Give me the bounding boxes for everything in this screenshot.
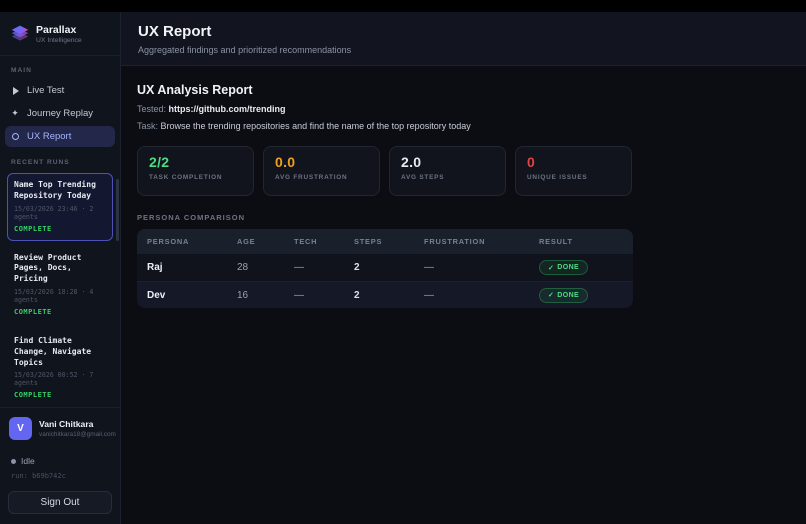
column-header: STEPS [354, 237, 383, 246]
cell-steps: 2 [354, 262, 360, 273]
stat-value: 0 [527, 154, 536, 170]
status-line: Idle [11, 456, 109, 466]
user-email: vanichitkara18@gmail.com [39, 431, 116, 438]
stat-label: AVG FRUSTRATION [275, 174, 348, 181]
sidebar-item-label: Live Test [27, 85, 65, 96]
task-line: Task: Browse the trending repositories a… [137, 121, 633, 131]
main-area: UX Report Aggregated findings and priori… [121, 12, 806, 524]
persona-comparison-table: PERSONA AGE TECH STEPS FRUSTRATION RESUL… [137, 229, 633, 308]
stat-avg-steps: 2.0 AVG STEPS [389, 146, 506, 196]
report-content: UX Analysis Report Tested: https://githu… [121, 66, 649, 325]
table-row: Dev 16 — 2 — ✓ DONE [137, 281, 633, 308]
runs-scrollbar[interactable] [116, 179, 119, 241]
user-info: Vani Chitkara vanichitkara18@gmail.com [39, 419, 116, 438]
recent-runs-list: Name Top Trending Repository Today 15/03… [0, 171, 120, 407]
done-badge: ✓ DONE [539, 260, 589, 275]
check-icon: ✓ [548, 292, 555, 299]
check-icon: ✓ [548, 264, 555, 272]
ring-icon [12, 133, 19, 140]
table-row: Raj 28 — 2 — ✓ DONE [137, 254, 633, 281]
run-status: COMPLETE [14, 224, 52, 233]
stats-row: 2/2 TASK COMPLETION 0.0 AVG FRUSTRATION … [137, 146, 633, 196]
persona-comparison-label: PERSONA COMPARISON [137, 213, 246, 222]
avatar: V [9, 417, 32, 440]
run-item[interactable]: Review Product Pages, Docs, Pricing 15/0… [7, 246, 113, 324]
cell-tech: — [294, 289, 304, 301]
tested-line: Tested: https://github.com/trending [137, 104, 633, 114]
sidebar-item-live-test[interactable]: Live Test [5, 80, 115, 101]
stat-value: 0.0 [275, 154, 296, 170]
brand: Parallax UX Intelligence [0, 12, 120, 56]
run-meta: 15/03/2026 18:28 · 4 agents [14, 287, 94, 304]
sidebar-section-recent-runs: RECENT RUNS [11, 159, 70, 166]
column-header: RESULT [539, 237, 573, 246]
tested-label: Tested: [137, 104, 167, 114]
run-title: Name Top Trending Repository Today [14, 180, 96, 200]
page-subtitle: Aggregated findings and prioritized reco… [138, 45, 352, 55]
report-title: UX Analysis Report [137, 83, 253, 97]
column-header: AGE [237, 237, 256, 246]
run-item[interactable]: Name Top Trending Repository Today 15/03… [7, 173, 113, 241]
run-status: COMPLETE [14, 307, 52, 316]
page-header: UX Report Aggregated findings and priori… [121, 12, 806, 66]
stat-label: TASK COMPLETION [149, 174, 223, 181]
cell-persona: Raj [147, 262, 163, 273]
table-header-row: PERSONA AGE TECH STEPS FRUSTRATION RESUL… [137, 229, 633, 254]
cell-result: ✓ DONE [539, 287, 623, 303]
brand-subtitle: UX Intelligence [36, 36, 82, 44]
run-meta: 15/03/2026 23:46 · 2 agents [14, 204, 94, 221]
user-profile[interactable]: V Vani Chitkara vanichitkara18@gmail.com [0, 407, 120, 449]
done-badge-label: DONE [557, 291, 580, 299]
status-block: Idle run: b69b742c [0, 449, 120, 482]
sidebar-section-main: MAIN [11, 67, 32, 74]
sparkle-icon: ✦ [11, 108, 19, 118]
parallax-logo-icon [11, 25, 29, 41]
run-status: COMPLETE [14, 391, 52, 400]
status-label: Idle [21, 456, 35, 466]
done-badge-label: DONE [557, 264, 580, 271]
cell-age: 16 [237, 289, 249, 301]
stat-value: 2.0 [401, 154, 422, 170]
run-title: Find Climate Change, Navigate Topics [14, 335, 92, 367]
cell-result: ✓ DONE [539, 260, 623, 275]
brand-text: Parallax UX Intelligence [36, 24, 82, 44]
run-title: Review Product Pages, Docs, Pricing [14, 252, 82, 284]
stat-label: AVG STEPS [401, 174, 445, 181]
column-header: TECH [294, 237, 318, 246]
task-label: Task: [137, 121, 159, 131]
window-top-bar [0, 0, 806, 12]
stat-value: 2/2 [149, 154, 170, 170]
status-dot-icon [11, 458, 16, 464]
cell-persona: Dev [147, 289, 166, 301]
stat-label: UNIQUE ISSUES [527, 174, 588, 181]
cell-age: 28 [237, 262, 249, 273]
column-header: FRUSTRATION [424, 237, 486, 246]
run-item[interactable]: Find Climate Change, Navigate Topics 15/… [7, 329, 113, 407]
tested-url: https://github.com/trending [168, 104, 286, 114]
run-meta: 15/03/2026 00:52 · 7 agents [14, 371, 94, 388]
page-title: UX Report [138, 23, 212, 40]
sidebar-item-label: UX Report [27, 131, 72, 142]
sidebar-item-journey-replay[interactable]: ✦ Journey Replay [5, 103, 115, 124]
play-icon [13, 86, 19, 95]
cell-steps: 2 [354, 289, 360, 301]
sign-out-button[interactable]: Sign Out [8, 491, 112, 514]
stat-unique-issues: 0 UNIQUE ISSUES [515, 146, 632, 196]
column-header: PERSONA [147, 237, 190, 246]
sidebar-item-label: Journey Replay [27, 108, 94, 119]
sidebar-item-ux-report[interactable]: UX Report [5, 126, 115, 147]
cell-frustration: — [424, 289, 434, 301]
cell-frustration: — [424, 262, 434, 273]
run-id: run: b69b742c [11, 472, 66, 480]
brand-name: Parallax [36, 24, 77, 37]
app-window: Parallax UX Intelligence MAIN Live Test … [0, 12, 806, 524]
stat-task-completion: 2/2 TASK COMPLETION [137, 146, 254, 196]
task-text: Browse the trending repositories and fin… [160, 121, 471, 131]
sidebar: Parallax UX Intelligence MAIN Live Test … [0, 12, 121, 524]
done-badge: ✓ DONE [539, 287, 589, 303]
cell-tech: — [294, 262, 304, 273]
stat-avg-frustration: 0.0 AVG FRUSTRATION [263, 146, 380, 196]
user-name: Vani Chitkara [39, 419, 94, 429]
